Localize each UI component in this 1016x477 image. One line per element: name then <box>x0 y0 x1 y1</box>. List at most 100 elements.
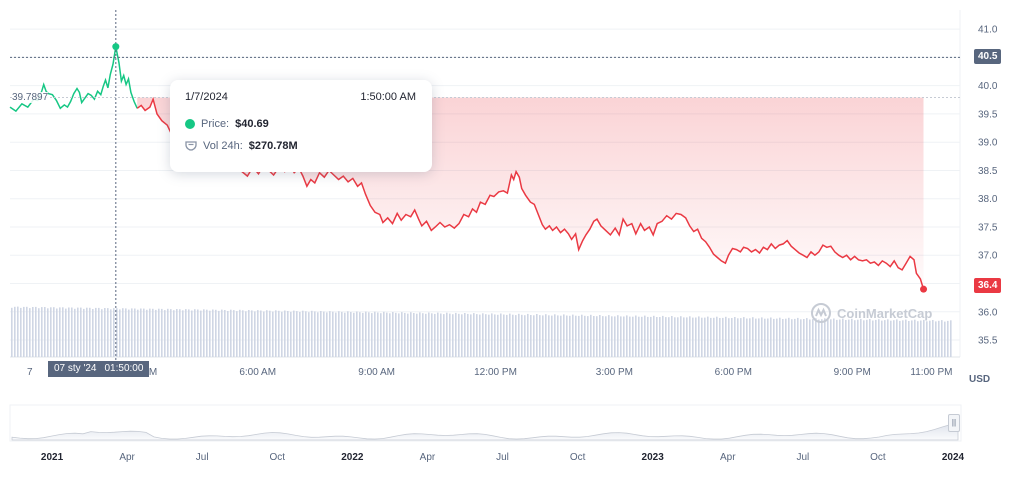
volume-bar <box>188 309 190 357</box>
volume-bar <box>350 312 352 357</box>
volume-bar <box>899 320 901 357</box>
volume-bar <box>704 317 706 357</box>
volume-bar <box>335 312 337 357</box>
volume-bar <box>68 307 70 357</box>
volume-bar <box>143 308 145 357</box>
volume-bar <box>707 316 709 357</box>
volume-bar <box>746 318 748 357</box>
volume-bar <box>725 316 727 357</box>
volume-bar <box>737 318 739 357</box>
volume-bar <box>380 313 382 357</box>
volume-bar <box>599 315 601 357</box>
tooltip-price-value: $40.69 <box>235 118 269 130</box>
volume-bar <box>617 315 619 357</box>
x-tick-label: 12:00 PM <box>474 367 517 378</box>
volume-bar <box>689 316 691 357</box>
volume-bar <box>308 312 310 357</box>
volume-bar <box>884 320 886 357</box>
volume-bar <box>863 320 865 357</box>
x-tick-label: 9:00 AM <box>358 367 395 378</box>
volume-bar <box>59 307 61 357</box>
volume-bar <box>131 308 133 357</box>
volume-bar <box>323 311 325 357</box>
navigator-handle[interactable]: || <box>948 414 960 432</box>
volume-bar <box>821 319 823 357</box>
volume-bar <box>578 315 580 357</box>
navigator-tick-label: Apr <box>720 452 736 463</box>
y-tick-label: 35.5 <box>978 336 998 347</box>
navigator-axis: 2021 Apr Jul Oct 2022 Apr Jul Oct 2023 Apr Jul Oct 2… <box>41 452 965 463</box>
volume-bar <box>875 319 877 357</box>
volume-bar <box>326 312 328 357</box>
crosshair-x-time: 01:50:00 <box>104 363 144 374</box>
volume-bar <box>674 317 676 357</box>
volume-bar <box>419 312 421 357</box>
volume-bar <box>146 309 148 357</box>
volume-bar <box>455 312 457 357</box>
volume-bar <box>587 316 589 357</box>
volume-bar <box>98 307 100 357</box>
volume-bar <box>140 308 142 357</box>
volume-bar <box>158 308 160 357</box>
volume-bar <box>332 311 334 357</box>
volume-bar <box>200 310 202 357</box>
volume-bar <box>779 317 781 357</box>
volume-bar <box>527 313 529 357</box>
tooltip-price-row: Price: $40.69 <box>185 118 269 130</box>
volume-bar <box>389 313 391 357</box>
volume-bar <box>401 312 403 357</box>
hover-point <box>112 43 120 51</box>
y-tick-label: 40.0 <box>978 81 998 92</box>
volume-bar <box>95 307 97 357</box>
volume-bar <box>392 312 394 357</box>
volume-bar <box>344 312 346 357</box>
volume-bar <box>902 320 904 357</box>
volume-bar <box>809 319 811 357</box>
volume-bar <box>89 307 91 357</box>
navigator-tick-label: 2023 <box>642 452 665 463</box>
volume-bar <box>503 314 505 357</box>
volume-bar <box>656 317 658 357</box>
navigator-tick-label: Apr <box>119 452 135 463</box>
volume-bar <box>566 315 568 357</box>
volume-bar <box>119 309 121 357</box>
volume-bar <box>260 310 262 357</box>
volume-bar <box>245 311 247 357</box>
volume-bar <box>47 308 49 357</box>
volume-bar <box>299 312 301 357</box>
volume-bar <box>851 318 853 357</box>
volume-bar <box>920 320 922 357</box>
volume-bar <box>77 307 79 357</box>
x-tick-label: 6:00 AM <box>239 367 276 378</box>
volume-bar <box>692 317 694 357</box>
volume-bar <box>512 314 514 357</box>
volume-bar <box>911 320 913 357</box>
coinmarketcap-logo-icon <box>811 303 831 323</box>
volume-bar <box>116 308 118 357</box>
volume-bar <box>149 308 151 357</box>
volume-bar <box>122 308 124 357</box>
volume-bar <box>395 312 397 357</box>
range-navigator[interactable]: 2021 Apr Jul Oct 2022 Apr Jul Oct 2023 Apr Jul Oct 2… <box>9 404 965 463</box>
volume-bar <box>551 315 553 357</box>
volume-bar <box>44 307 46 357</box>
volume-bar <box>641 316 643 357</box>
volume-bar <box>734 317 736 357</box>
volume-bar <box>38 308 40 357</box>
volume-bar <box>629 316 631 357</box>
volume-bar <box>581 314 583 357</box>
volume-bar <box>74 308 76 357</box>
y-tick-label: 37.0 <box>978 251 998 262</box>
volume-bar <box>467 313 469 357</box>
navigator-tick-label: 2022 <box>341 452 364 463</box>
volume-bar <box>482 313 484 357</box>
volume-bar <box>653 315 655 357</box>
volume-bar <box>182 310 184 357</box>
volume-bar <box>731 318 733 357</box>
volume-bar <box>806 318 808 357</box>
volume-bar <box>803 319 805 357</box>
volume-bar <box>785 318 787 357</box>
volume-bar <box>698 316 700 357</box>
volume-bar <box>533 315 535 357</box>
volume-bar <box>554 314 556 357</box>
